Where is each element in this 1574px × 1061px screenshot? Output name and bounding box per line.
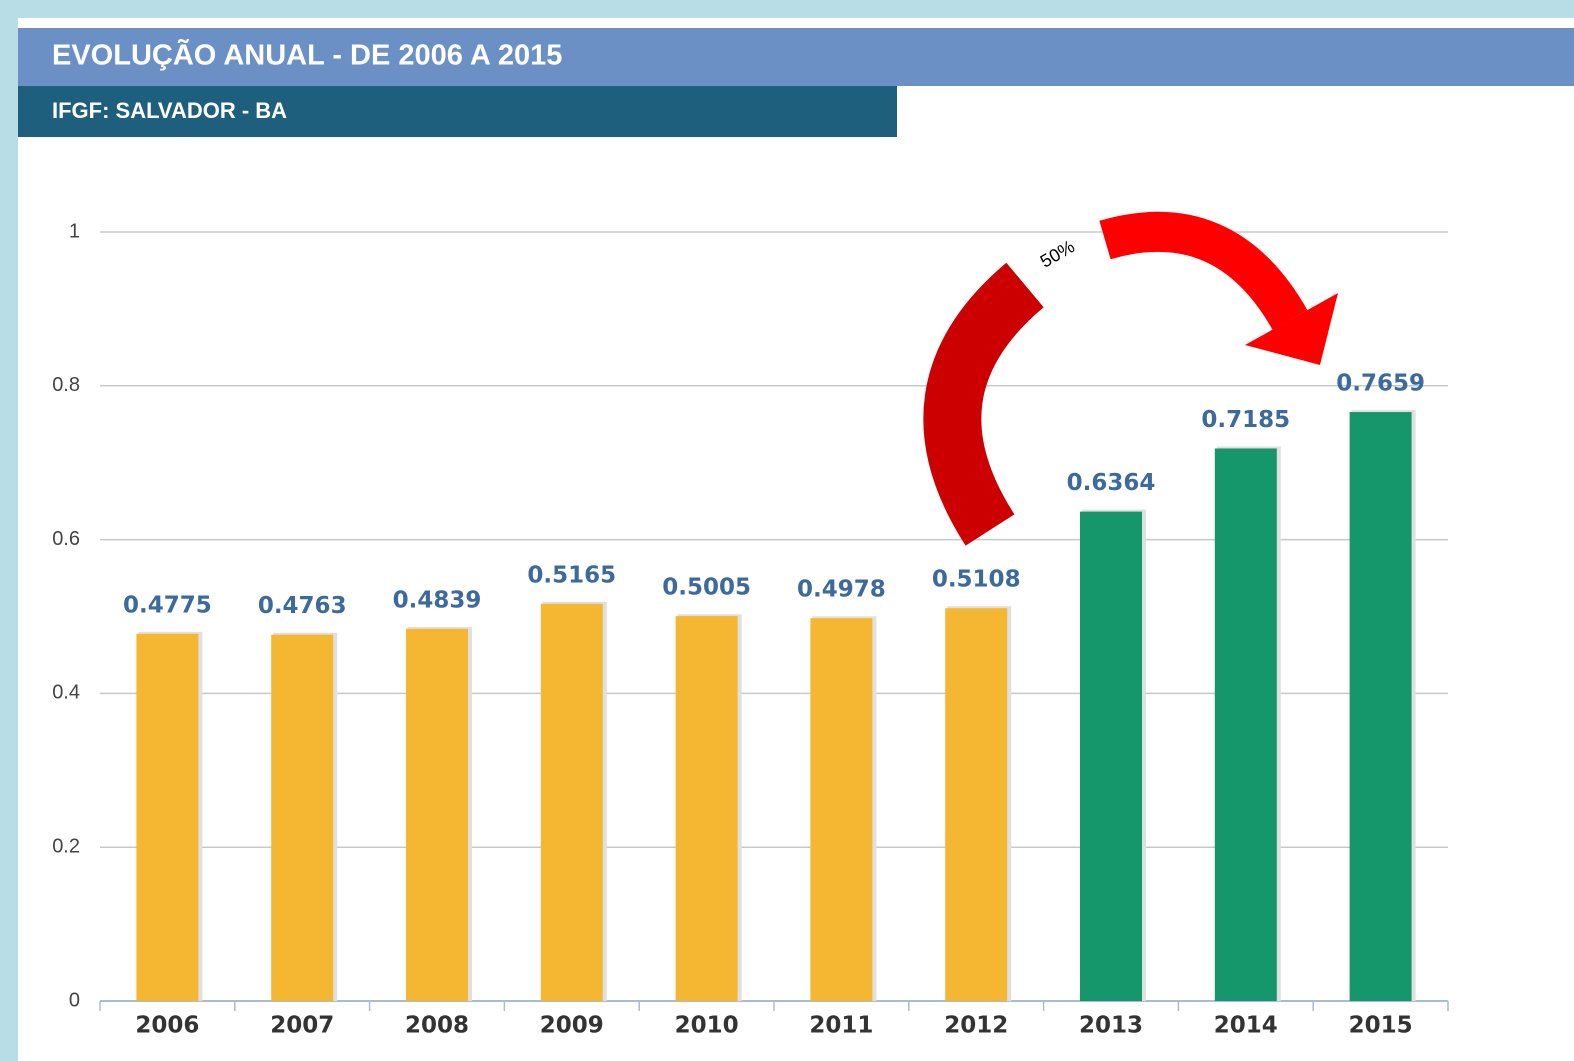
plot: 0 0.2 0.4 0.6 0.8 1 2006 0.4775 2007 0.4763 2008 0.… [52, 220, 1449, 1039]
x-tick-label: 2015 [1349, 1013, 1413, 1039]
bar [675, 616, 738, 1001]
y-tick-label: 0.2 [52, 835, 80, 857]
value-label: 0.5108 [932, 567, 1021, 593]
x-tick-label: 2008 [405, 1013, 469, 1039]
value-label: 0.6364 [1067, 470, 1156, 496]
x-tick-label: 2007 [270, 1013, 334, 1039]
x-tick-label: 2010 [675, 1013, 739, 1039]
value-label: 0.7185 [1201, 407, 1290, 433]
bar [1214, 448, 1277, 1001]
bar [1080, 511, 1142, 1001]
subtitle-bar [18, 86, 897, 137]
y-tick-label: 1 [69, 220, 80, 242]
bar [406, 628, 468, 1001]
x-tick-label: 2012 [944, 1013, 1008, 1039]
value-label: 0.5005 [662, 575, 751, 601]
bar [271, 634, 334, 1001]
bar [540, 603, 603, 1001]
y-tick-label: 0.4 [52, 682, 80, 704]
y-tick-label: 0.8 [52, 374, 80, 396]
value-label: 0.4839 [393, 587, 482, 613]
bar [1349, 412, 1412, 1001]
y-tick-label: 0 [69, 989, 80, 1011]
chart-subtitle: IFGF: SALVADOR - BA [52, 98, 287, 123]
value-label: 0.5165 [527, 562, 616, 588]
x-tick-label: 2014 [1214, 1013, 1278, 1039]
bar [136, 633, 199, 1001]
bar [810, 618, 873, 1001]
x-tick-label: 2013 [1079, 1013, 1143, 1039]
x-tick-label: 2011 [809, 1013, 873, 1039]
value-label: 0.4763 [258, 593, 347, 619]
bar [945, 608, 1008, 1001]
x-tick-label: 2006 [135, 1013, 199, 1039]
arrow-left [923, 262, 1045, 546]
x-tick-label: 2009 [540, 1013, 604, 1039]
arrow-head [1245, 293, 1338, 365]
arrow-right [1099, 211, 1308, 331]
y-tick-label: 0.6 [52, 528, 80, 550]
chart-title: EVOLUÇÃO ANUAL - DE 2006 A 2015 [52, 38, 562, 72]
value-label: 0.7659 [1336, 371, 1425, 397]
value-label: 0.4775 [123, 592, 212, 618]
value-label: 0.4978 [797, 577, 886, 603]
title-bar [18, 28, 1574, 86]
